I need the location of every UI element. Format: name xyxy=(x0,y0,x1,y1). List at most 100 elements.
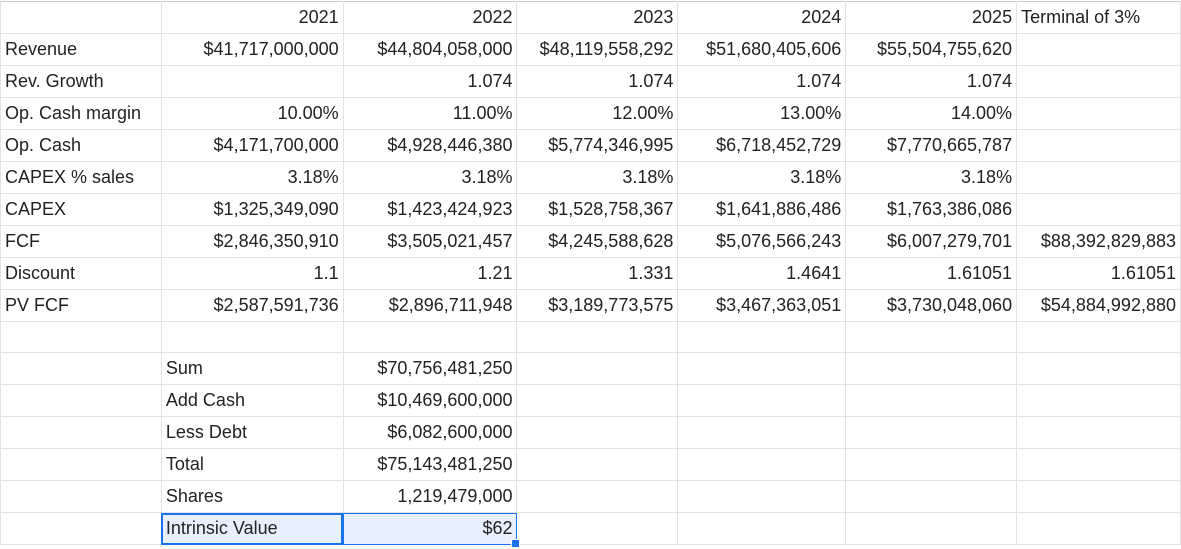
cell[interactable] xyxy=(845,512,1018,545)
value-cell[interactable]: $1,763,386,086 xyxy=(845,193,1018,226)
year-header-cell[interactable]: 2021 xyxy=(160,1,344,34)
value-cell[interactable]: 1.074 xyxy=(342,65,518,98)
cell[interactable] xyxy=(677,416,847,449)
summary-label-cell[interactable]: Sum xyxy=(160,352,344,385)
fill-handle[interactable] xyxy=(511,539,521,548)
value-cell[interactable]: $3,467,363,051 xyxy=(677,289,847,322)
value-cell[interactable]: 1.331 xyxy=(516,257,679,290)
cell[interactable] xyxy=(1016,448,1181,481)
cell[interactable] xyxy=(0,384,162,417)
value-cell[interactable]: $3,505,021,457 xyxy=(342,225,518,258)
summary-value-cell[interactable]: $6,082,600,000 xyxy=(342,416,518,449)
summary-label-cell[interactable]: Less Debt xyxy=(160,416,344,449)
cell[interactable] xyxy=(516,480,679,513)
cell[interactable] xyxy=(516,448,679,481)
value-cell[interactable]: $1,528,758,367 xyxy=(516,193,679,226)
row-label-cell[interactable]: CAPEX % sales xyxy=(0,161,162,194)
row-label-cell[interactable]: PV FCF xyxy=(0,289,162,322)
cell[interactable] xyxy=(845,352,1018,385)
value-cell[interactable]: $6,718,452,729 xyxy=(677,129,847,162)
cell[interactable] xyxy=(516,384,679,417)
value-cell[interactable]: $55,504,755,620 xyxy=(845,33,1018,66)
summary-label-cell[interactable]: Shares xyxy=(160,480,344,513)
value-cell[interactable]: $1,325,349,090 xyxy=(160,193,344,226)
intrinsic-value-label-cell[interactable]: Intrinsic Value xyxy=(160,512,344,545)
value-cell[interactable]: $51,680,405,606 xyxy=(677,33,847,66)
year-header-cell[interactable]: 2022 xyxy=(342,1,518,34)
cell[interactable] xyxy=(677,480,847,513)
cell[interactable] xyxy=(516,321,679,353)
row-label-cell[interactable]: Op. Cash margin xyxy=(0,97,162,130)
cell[interactable] xyxy=(0,416,162,449)
cell[interactable] xyxy=(0,448,162,481)
value-cell[interactable]: $44,804,058,000 xyxy=(342,33,518,66)
value-cell[interactable] xyxy=(1016,97,1181,130)
value-cell[interactable]: 1.21 xyxy=(342,257,518,290)
cell[interactable] xyxy=(0,512,162,545)
intrinsic-value-cell[interactable]: $62 xyxy=(342,512,521,548)
cell[interactable] xyxy=(677,321,847,353)
value-cell[interactable]: 3.18% xyxy=(516,161,679,194)
year-header-cell[interactable]: 2024 xyxy=(677,1,847,34)
value-cell[interactable]: 14.00% xyxy=(845,97,1018,130)
value-cell[interactable] xyxy=(160,65,344,98)
cell[interactable] xyxy=(845,321,1018,353)
cell[interactable] xyxy=(1016,416,1181,449)
value-cell[interactable]: $1,641,886,486 xyxy=(677,193,847,226)
value-cell[interactable]: $2,846,350,910 xyxy=(160,225,344,258)
value-cell[interactable]: 3.18% xyxy=(160,161,344,194)
value-cell[interactable] xyxy=(1016,65,1181,98)
value-cell[interactable]: 1.074 xyxy=(516,65,679,98)
value-cell[interactable]: $6,007,279,701 xyxy=(845,225,1018,258)
cell[interactable] xyxy=(516,352,679,385)
summary-label-cell[interactable]: Add Cash xyxy=(160,384,344,417)
row-label-cell[interactable]: Op. Cash xyxy=(0,129,162,162)
year-header-cell[interactable]: 2025 xyxy=(845,1,1018,34)
cell[interactable] xyxy=(160,321,344,353)
cell[interactable] xyxy=(342,321,518,353)
value-cell[interactable] xyxy=(1016,161,1181,194)
value-cell[interactable]: $5,076,566,243 xyxy=(677,225,847,258)
value-cell[interactable]: 1.61051 xyxy=(1016,257,1181,290)
cell[interactable] xyxy=(1016,480,1181,513)
row-label-cell[interactable]: Rev. Growth xyxy=(0,65,162,98)
value-cell[interactable]: 1.074 xyxy=(677,65,847,98)
row-label-cell[interactable]: Revenue xyxy=(0,33,162,66)
value-cell[interactable]: $1,423,424,923 xyxy=(342,193,518,226)
value-cell[interactable]: 3.18% xyxy=(677,161,847,194)
cell[interactable] xyxy=(677,384,847,417)
cell[interactable] xyxy=(0,480,162,513)
summary-label-cell[interactable]: Total xyxy=(160,448,344,481)
cell[interactable] xyxy=(516,416,679,449)
value-cell[interactable]: 3.18% xyxy=(845,161,1018,194)
cell[interactable] xyxy=(677,512,847,545)
cell[interactable] xyxy=(1016,321,1181,353)
terminal-header-cell[interactable]: Terminal of 3% xyxy=(1016,1,1181,34)
value-cell[interactable]: 1.074 xyxy=(845,65,1018,98)
value-cell[interactable]: 1.4641 xyxy=(677,257,847,290)
cell[interactable] xyxy=(516,512,679,545)
cell[interactable] xyxy=(1016,512,1181,545)
row-label-cell[interactable]: Discount xyxy=(0,257,162,290)
value-cell[interactable]: 1.1 xyxy=(160,257,344,290)
value-cell[interactable]: $3,730,048,060 xyxy=(845,289,1018,322)
cell[interactable] xyxy=(1016,352,1181,385)
value-cell[interactable]: $54,884,992,880 xyxy=(1016,289,1181,322)
value-cell[interactable]: $2,896,711,948 xyxy=(342,289,518,322)
value-cell[interactable]: 1.61051 xyxy=(845,257,1018,290)
year-header-cell[interactable]: 2023 xyxy=(516,1,679,34)
value-cell[interactable] xyxy=(1016,33,1181,66)
cell[interactable] xyxy=(845,480,1018,513)
value-cell[interactable]: $88,392,829,883 xyxy=(1016,225,1181,258)
value-cell[interactable]: 10.00% xyxy=(160,97,344,130)
value-cell[interactable]: 12.00% xyxy=(516,97,679,130)
value-cell[interactable]: 11.00% xyxy=(342,97,518,130)
cell[interactable] xyxy=(845,384,1018,417)
value-cell[interactable]: $2,587,591,736 xyxy=(160,289,344,322)
cell[interactable] xyxy=(677,352,847,385)
summary-value-cell[interactable]: $70,756,481,250 xyxy=(342,352,518,385)
value-cell[interactable] xyxy=(1016,129,1181,162)
value-cell[interactable]: 3.18% xyxy=(342,161,518,194)
value-cell[interactable]: $48,119,558,292 xyxy=(516,33,679,66)
cell[interactable] xyxy=(1016,384,1181,417)
